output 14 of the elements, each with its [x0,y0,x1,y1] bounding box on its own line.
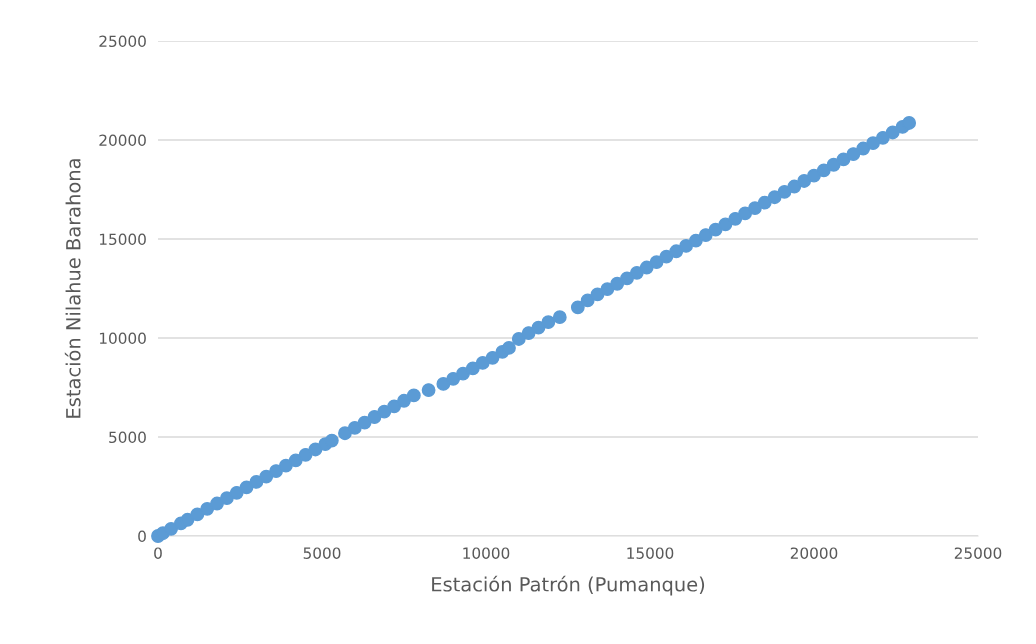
y-tick-label: 15000 [99,233,146,246]
y-tick-label: 25000 [99,35,146,48]
x-tick-label: 0 [154,547,162,559]
y-axis-title: Estación Nilahue Barahona [64,159,81,418]
y-tick-label: 0 [138,530,146,543]
x-tick-label: 20000 [790,547,838,559]
y-tick-label: 5000 [109,431,146,444]
x-tick-label: 5000 [303,547,341,559]
x-tick-label: 15000 [627,547,674,559]
x-tick-label: 10000 [463,547,510,559]
y-tick-label: 20000 [99,134,146,147]
x-axis-title: Estación Patrón (Pumanque) [432,575,705,596]
x-tick-label: 25000 [954,547,1002,559]
y-tick-label: 10000 [99,332,146,345]
